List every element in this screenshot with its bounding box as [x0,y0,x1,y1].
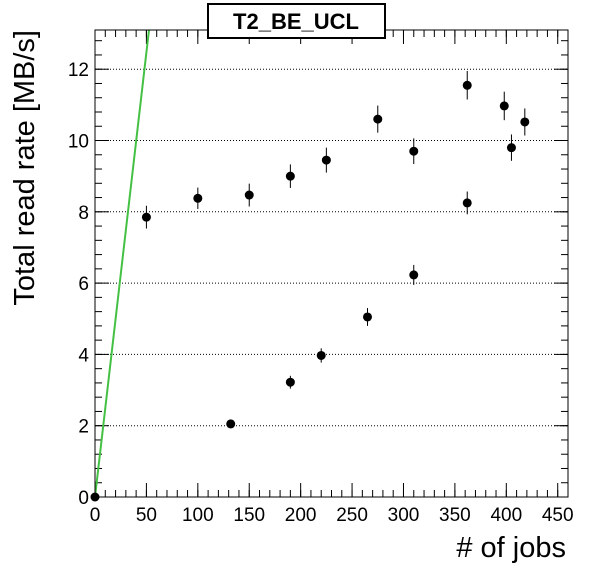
data-point [409,146,419,156]
data-point [520,117,530,127]
y-tick-label: 10 [68,132,89,153]
data-point [373,114,383,124]
data-point [321,155,331,165]
data-point [506,143,516,153]
axis-ticks [94,30,569,498]
x-tick-label: 200 [285,505,317,526]
y-tick-label: 8 [78,203,89,224]
data-point [285,171,295,181]
x-tick-label: 50 [136,505,157,526]
data-point [316,350,326,360]
x-tick-label: 350 [439,505,471,526]
x-axis-title: # of jobs [456,532,566,564]
reference-line [94,29,150,498]
title-box [207,3,386,39]
x-tick-label: 100 [182,505,214,526]
y-axis-title: Total read rate [MB/s] [9,30,41,306]
x-tick-label: 150 [233,505,265,526]
plot-frame [94,29,569,498]
y-tick-label: 4 [78,345,89,366]
chart-title: T2_BE_UCL [233,9,359,34]
grid-lines [95,68,568,427]
x-tick-label: 400 [490,505,522,526]
data-point [462,80,472,90]
data-point [409,270,419,280]
data-points [90,70,530,502]
tick-labels: 0 2 4 6 8 10 12 0 50 100 150 200 250 300 350 400 450 [68,60,574,526]
y-tick-label: 0 [78,488,89,509]
data-point [193,193,203,203]
x-tick-label: 0 [90,505,101,526]
y-tick-label: 12 [68,60,89,81]
x-tick-label: 300 [388,505,420,526]
data-point [285,377,295,387]
y-tick-label: 6 [78,274,89,295]
y-tick-label: 2 [78,417,89,438]
data-point [226,419,236,429]
data-point [499,101,509,111]
data-point [244,190,254,200]
x-tick-label: 250 [336,505,368,526]
data-point [462,198,472,208]
x-tick-label: 450 [542,505,574,526]
data-point [362,312,372,322]
data-point [141,212,151,222]
